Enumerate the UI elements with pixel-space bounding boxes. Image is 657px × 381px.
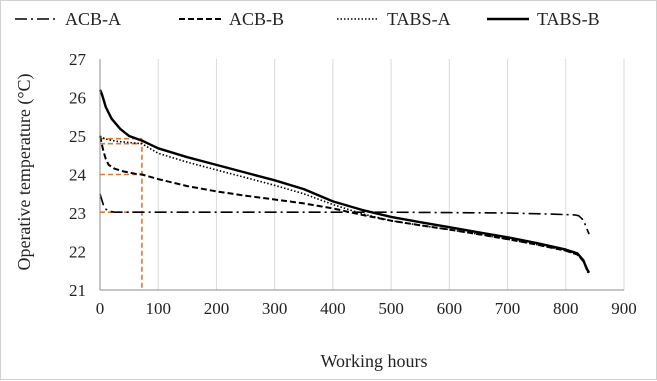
series-line-acb-a <box>99 193 590 235</box>
legend-label-tabs-b: TABS-B <box>537 9 600 29</box>
y-tick-label: 27 <box>69 50 87 69</box>
series-line-acb-b <box>99 135 589 272</box>
x-tick-label: 300 <box>262 299 288 318</box>
x-tick-label: 800 <box>553 299 579 318</box>
y-tick-label: 25 <box>69 127 86 146</box>
x-tick-label: 100 <box>145 299 171 318</box>
grid-lines <box>157 59 625 290</box>
y-tick-label: 22 <box>69 243 86 262</box>
axes: 0 100 200 300 400 500 600 700 800 900 21 22 23 24 25 26… <box>69 50 637 318</box>
x-tick-label: 0 <box>96 299 105 318</box>
series-line-tabs-a <box>99 135 589 273</box>
reference-lines <box>100 137 143 290</box>
x-axis-label: Working hours <box>320 351 427 371</box>
x-tick-label: 500 <box>378 299 404 318</box>
legend: ACB-A ACB-B TABS-A TABS-B <box>15 9 600 29</box>
legend-label-acb-b: ACB-B <box>229 9 284 29</box>
y-tick-label: 23 <box>69 204 86 223</box>
x-tick-label: 600 <box>437 299 463 318</box>
y-axis-label: Operative temperature (°C) <box>14 73 35 270</box>
x-tick-label: 400 <box>320 299 346 318</box>
series-lines <box>98 89 591 274</box>
y-tick-label: 24 <box>69 166 87 185</box>
x-tick-label: 900 <box>611 299 637 318</box>
x-tick-label: 700 <box>495 299 521 318</box>
series-line-tabs-b <box>98 89 591 274</box>
y-tick-label: 26 <box>69 89 86 108</box>
legend-label-tabs-a: TABS-A <box>387 9 451 29</box>
legend-label-acb-a: ACB-A <box>65 9 121 29</box>
x-tick-label: 200 <box>204 299 230 318</box>
y-tick-label: 21 <box>69 281 86 300</box>
